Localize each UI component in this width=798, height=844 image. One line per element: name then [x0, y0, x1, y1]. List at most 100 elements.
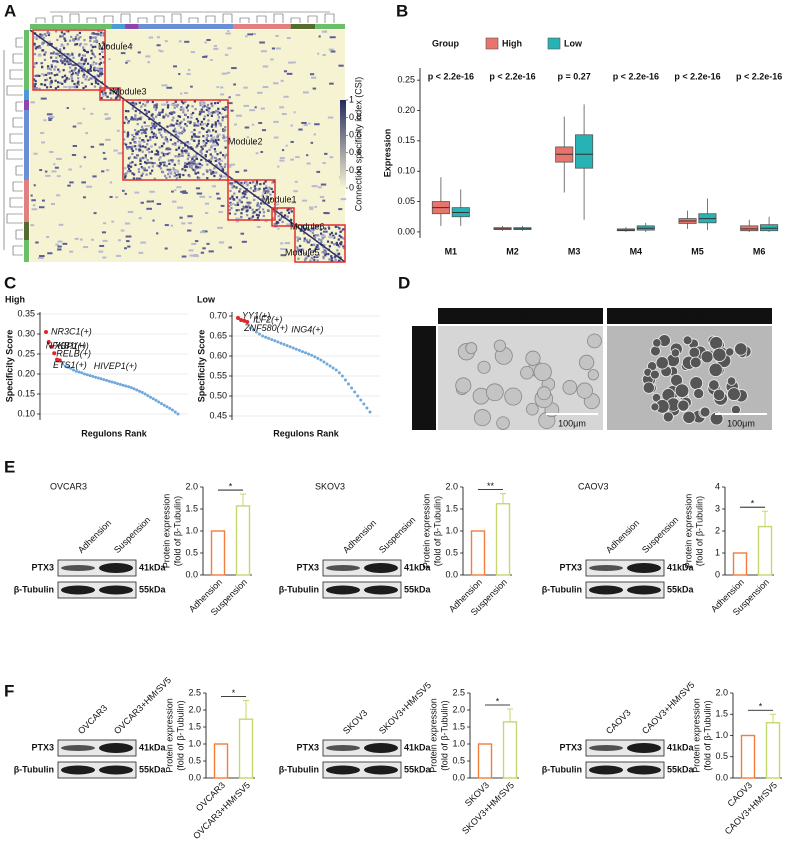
heatmap-cell	[131, 152, 134, 156]
heatmap-cell	[165, 164, 168, 168]
heatmap-cell	[179, 122, 182, 125]
heatmap-cell	[240, 212, 243, 215]
y-tick-label: 0.05	[397, 196, 415, 206]
heatmap-cell	[216, 197, 221, 200]
heatmap-cell	[127, 164, 131, 167]
heatmap-cell	[211, 104, 214, 108]
heatmap-cell	[330, 231, 334, 234]
heatmap-cell	[89, 39, 92, 43]
heatmap-cell	[179, 126, 183, 129]
heatmap-cell	[164, 153, 167, 156]
heatmap-cell	[319, 195, 325, 198]
heatmap-cell	[178, 153, 181, 156]
heatmap-cell	[289, 222, 293, 225]
lane-label: Adhension	[76, 518, 113, 555]
heatmap-cell	[134, 114, 137, 117]
heatmap-cell	[257, 188, 260, 191]
module-bar	[111, 24, 126, 29]
heatmap-cell	[243, 195, 246, 198]
heatmap-cell	[340, 243, 343, 246]
heatmap-cell	[86, 185, 92, 188]
y-tick-label: 0.15	[397, 135, 415, 145]
point	[63, 364, 67, 368]
heatmap-cell	[101, 55, 105, 59]
blot-band	[589, 585, 623, 595]
heatmap-cell	[90, 49, 93, 52]
y-tick-label: 0.5	[188, 755, 201, 765]
heatmap-cell	[228, 212, 231, 215]
heatmap-cell	[152, 136, 155, 139]
heatmap-cell	[33, 85, 36, 88]
heatmap-cell	[165, 176, 168, 180]
chart-title: Low	[197, 294, 216, 304]
heatmap-cell	[151, 113, 154, 116]
heatmap-cell	[39, 169, 43, 172]
module-label: Module3	[112, 86, 147, 96]
heatmap-cell	[182, 147, 185, 150]
heatmap-cell	[75, 71, 78, 75]
heatmap-cell	[150, 126, 153, 130]
point	[135, 388, 139, 392]
heatmap-cell	[161, 135, 164, 139]
heatmap-cell	[54, 87, 58, 90]
heatmap-cell	[277, 215, 280, 218]
heatmap-cell	[293, 190, 298, 193]
heatmap-cell	[273, 120, 279, 123]
heatmap-cell	[178, 176, 181, 179]
y-tick-label: 4	[715, 481, 720, 491]
y-axis-label: Protein expression	[428, 698, 438, 773]
heatmap-cell	[305, 239, 309, 242]
heatmap-cell	[248, 217, 251, 220]
heatmap-cell	[158, 121, 161, 125]
heatmap-cell	[138, 143, 142, 146]
heatmap-cell	[218, 241, 225, 244]
heatmap-cell	[180, 120, 183, 123]
heatmap-cell	[135, 156, 138, 160]
column-label: Suspension	[665, 310, 712, 320]
heatmap-cell	[328, 48, 334, 51]
heatmap-cell	[166, 152, 169, 156]
heatmap-cell	[170, 103, 177, 106]
y-tick-label: 0.55	[209, 370, 227, 380]
heatmap-cell	[161, 110, 164, 114]
heatmap-cell	[89, 66, 93, 69]
heatmap-cell	[163, 164, 166, 167]
heatmap-cell	[200, 164, 204, 167]
heatmap-cell	[55, 194, 61, 197]
heatmap-cell	[255, 213, 258, 217]
heatmap-cell	[254, 189, 257, 193]
blot-band	[326, 585, 360, 595]
heatmap-cell	[232, 198, 235, 201]
point	[248, 326, 252, 330]
heatmap-cell	[193, 122, 196, 125]
heatmap-cell	[167, 147, 170, 150]
heatmap-cell	[117, 239, 121, 242]
heatmap-cell	[261, 208, 265, 211]
heatmap-cell	[296, 249, 299, 252]
heatmap-cell	[161, 103, 167, 106]
heatmap-cell	[339, 230, 342, 233]
heatmap-cell	[243, 181, 247, 184]
heatmap-cell	[313, 133, 317, 136]
heatmap-cell	[155, 106, 158, 109]
point	[83, 372, 86, 376]
point	[270, 338, 274, 342]
heatmap-cell	[141, 145, 145, 148]
heatmap-cell	[332, 234, 335, 237]
heatmap-cell	[327, 116, 334, 119]
heatmap-cell	[277, 227, 280, 230]
heatmap-cell	[328, 258, 331, 261]
heatmap-cell	[211, 129, 215, 132]
point	[242, 318, 247, 323]
heatmap-cell	[56, 38, 59, 42]
heatmap-cell	[86, 62, 90, 65]
heatmap-cell	[46, 65, 50, 68]
p-value: p < 2.2e-16	[674, 71, 720, 81]
blot-band	[326, 765, 360, 775]
heatmap-cell	[244, 190, 247, 193]
heatmap-cell	[50, 72, 53, 75]
point	[91, 374, 95, 378]
heatmap-cell	[152, 132, 155, 135]
heatmap-cell	[139, 157, 142, 160]
heatmap-cell	[63, 37, 66, 40]
